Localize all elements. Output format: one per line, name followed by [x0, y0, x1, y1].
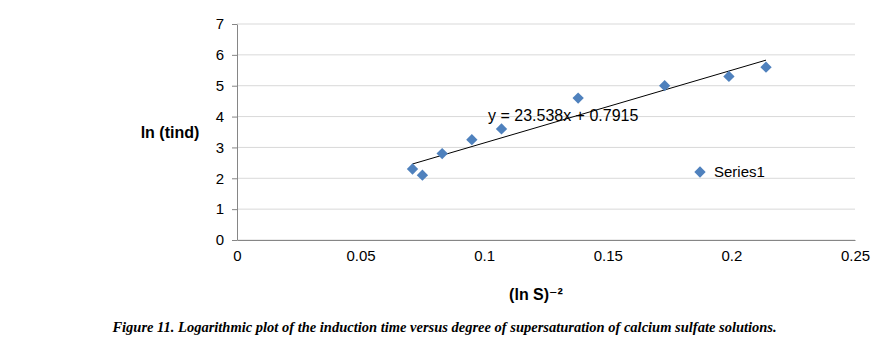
y-tick: 7 [216, 15, 237, 32]
y-tick: 0 [216, 231, 237, 248]
x-tick: 0.25 [841, 240, 870, 264]
plot-area [407, 60, 772, 181]
y-tick: 5 [216, 77, 237, 94]
x-tick: 0.2 [721, 240, 742, 264]
grid-line [237, 85, 855, 86]
legend-marker [694, 166, 705, 177]
x-tick-label: 0.2 [721, 247, 742, 264]
x-tick-label: 0.25 [841, 247, 870, 264]
y-tick: 4 [216, 108, 237, 125]
x-tick-label: 0.1 [474, 247, 495, 264]
legend: Series1 [694, 163, 765, 180]
y-tick-mark [232, 117, 237, 118]
point [417, 170, 428, 181]
y-tick-mark [232, 147, 237, 148]
trendline [413, 60, 766, 164]
y-tick-mark [232, 24, 237, 25]
grid-line [237, 24, 855, 25]
grid [237, 24, 855, 240]
x-axis-title: (ln S)⁻² [509, 286, 563, 303]
point [407, 163, 418, 174]
y-tick-mark [232, 240, 237, 241]
point [496, 123, 507, 134]
y-tick-label: 4 [216, 108, 224, 125]
y-tick: 3 [216, 139, 237, 156]
point [659, 80, 670, 91]
x-axis-line [238, 240, 856, 241]
caption: Figure 11. Logarithmic plot of the induc… [111, 319, 776, 335]
y-tick-label: 5 [216, 77, 224, 94]
point [437, 148, 448, 159]
x-tick-label: 0.05 [346, 247, 375, 264]
y-axis-title: ln (tind) [141, 124, 200, 141]
point [572, 92, 583, 103]
y-axis-line [237, 25, 238, 241]
y-axis: 0 1 2 3 4 5 6 7 [216, 15, 238, 248]
x-axis: 0 0.05 0.1 0.15 0.2 0.25 [233, 240, 870, 264]
point [466, 134, 477, 145]
x-tick: 0.05 [346, 240, 375, 264]
y-tick: 2 [216, 170, 237, 187]
point [760, 62, 771, 73]
y-tick: 1 [216, 200, 237, 217]
y-tick-mark [232, 209, 237, 210]
y-tick-label: 3 [216, 139, 224, 156]
x-tick-label: 0.15 [594, 247, 623, 264]
grid-line [237, 147, 855, 148]
x-tick: 0 [233, 240, 241, 264]
y-tick-label: 7 [216, 15, 224, 32]
y-tick-mark [232, 55, 237, 56]
x-tick: 0.15 [594, 240, 623, 264]
chart: 0 0.05 0.1 0.15 0.2 0.25 0 1 2 3 4 5 6 7 ln (tind) (ln … [0, 0, 889, 351]
grid-line [237, 54, 855, 55]
legend-label: Series1 [714, 163, 765, 180]
y-tick-label: 2 [216, 170, 224, 187]
x-tick: 0.1 [474, 240, 495, 264]
y-tick-label: 0 [216, 231, 224, 248]
trendline-equation: y = 23.538x + 0.7915 [488, 107, 638, 124]
grid-line [237, 209, 855, 210]
y-tick: 6 [216, 46, 237, 63]
grid-line [237, 240, 855, 241]
y-tick-mark [232, 86, 237, 87]
x-tick-label: 0 [233, 247, 241, 264]
point [723, 71, 734, 82]
y-tick-label: 6 [216, 46, 224, 63]
y-tick-label: 1 [216, 200, 224, 217]
y-tick-mark [232, 178, 237, 179]
